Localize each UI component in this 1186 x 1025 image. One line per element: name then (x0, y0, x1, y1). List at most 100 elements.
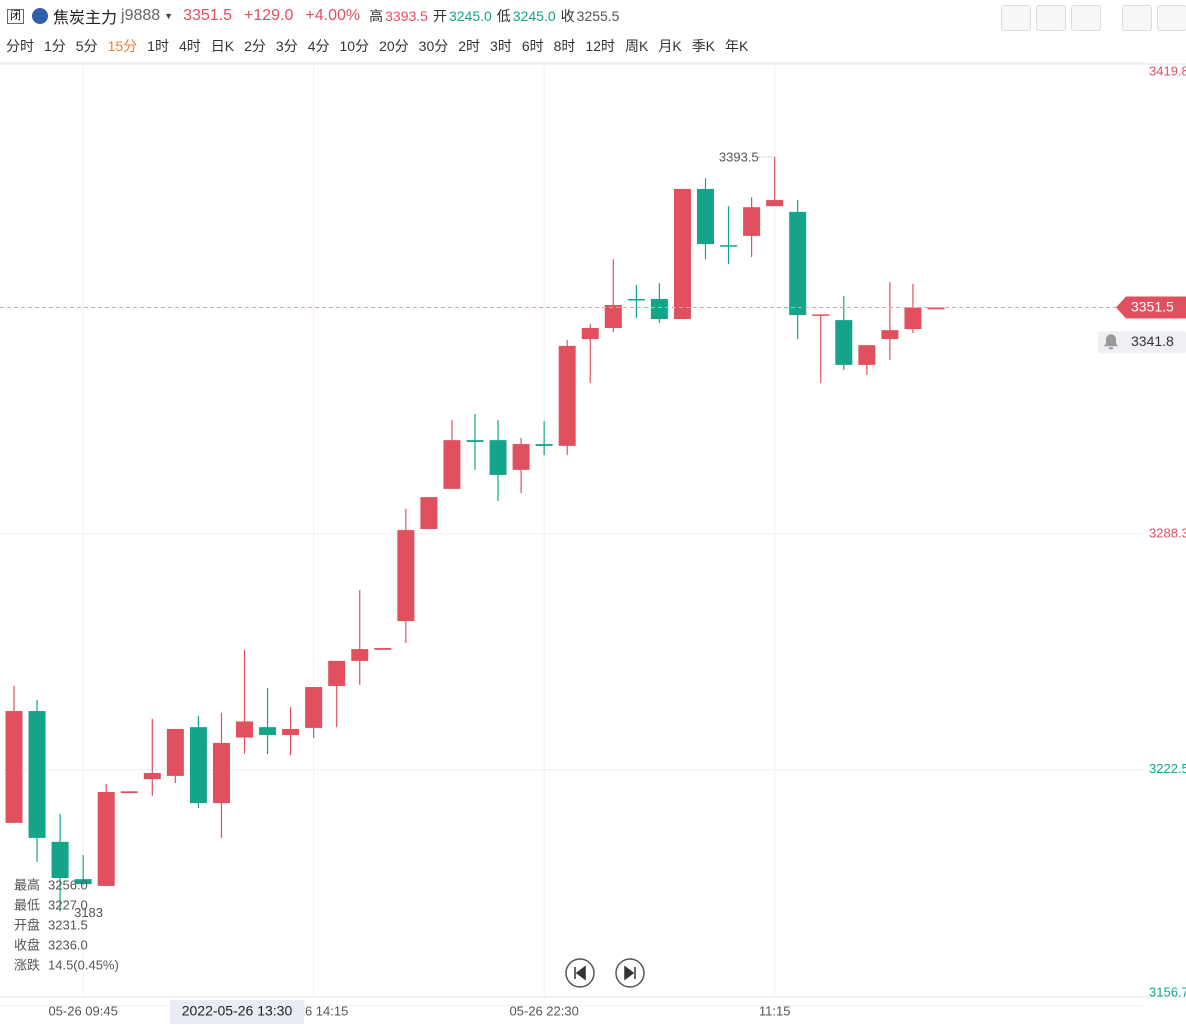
candle-body (305, 687, 323, 728)
info-value: 3256.0 (48, 877, 88, 892)
period-tab[interactable]: 12时 (585, 38, 615, 54)
candle-body (650, 298, 668, 320)
open-value: 3245.0 (448, 8, 492, 24)
candle-tool-button[interactable] (1071, 5, 1101, 31)
period-tab[interactable]: 日K (210, 38, 235, 54)
info-label: 最高 (14, 877, 40, 892)
candle-body (673, 188, 691, 320)
candle-body (466, 440, 484, 442)
logo (32, 8, 48, 24)
close-label: 收 (560, 8, 575, 24)
candle-body (189, 727, 207, 804)
y-tick-label: 3288.3 (1149, 525, 1186, 540)
candle-body (5, 711, 23, 823)
info-label: 开盘 (14, 917, 40, 932)
period-tab[interactable]: 6时 (521, 38, 544, 54)
header: 闭 焦炭主力 j9888 ▼ 3351.5 +129.0 +4.00% 高 33… (0, 0, 1186, 32)
period-tab[interactable]: 30分 (418, 38, 449, 54)
close-value: 3255.5 (576, 8, 620, 24)
low-value: 3245.0 (512, 8, 556, 24)
period-tab[interactable]: 3时 (490, 38, 512, 54)
period-tab[interactable]: 2分 (244, 38, 266, 54)
max-marker-label: 3393.5 (719, 149, 759, 164)
period-tabs: 分时 1分 5分 15分 1时 4时 日K 2分 3分 4分 10分 20分 30分 2时 3时 6时 8时 12… (0, 34, 752, 58)
candle-body (904, 307, 922, 330)
shrink-button[interactable] (1122, 5, 1152, 31)
candle-body (420, 497, 438, 530)
period-tab[interactable]: 月K (658, 38, 682, 54)
line-tool-button[interactable] (1001, 5, 1031, 31)
dropdown-caret[interactable]: ▼ (164, 11, 174, 21)
last-price-tag (1116, 296, 1186, 319)
last-price: 3351.5 (183, 7, 233, 24)
candle-body (535, 444, 553, 446)
period-tab[interactable]: 季K (691, 38, 716, 54)
symbol-code[interactable]: j9888 (121, 7, 161, 24)
candle-body (697, 188, 714, 245)
info-label: 最低 (14, 897, 40, 912)
y-tick-label: 3419.8 (1149, 63, 1186, 78)
candle-body (812, 314, 830, 316)
alert-price-label: 3341.8 (1131, 333, 1174, 349)
candle-body (28, 711, 46, 838)
candle-body (212, 742, 230, 804)
close-button[interactable] (1157, 5, 1186, 31)
period-tab[interactable]: 4时 (178, 38, 201, 54)
info-label: 收盘 (14, 937, 40, 952)
candle-body (627, 298, 645, 301)
close-icon[interactable]: 闭 (7, 8, 24, 24)
candle-body (835, 320, 853, 365)
info-value: 3236.0 (48, 937, 88, 952)
high-value: 3393.5 (385, 8, 428, 24)
candle-body (604, 305, 622, 328)
candle-body (766, 200, 784, 207)
y-tick-label: 3156.7 (1149, 984, 1186, 999)
candle-body (443, 440, 461, 489)
period-tab[interactable]: 5分 (75, 38, 98, 54)
period-tab[interactable]: 15分 (107, 38, 138, 54)
candle-body (282, 728, 300, 736)
period-tab[interactable]: 年K (725, 38, 749, 54)
period-tab[interactable]: 3分 (275, 38, 298, 54)
symbol-name[interactable]: 焦炭主力 (53, 10, 118, 27)
candle-body (927, 307, 945, 310)
low-label: 低 (496, 8, 511, 24)
candle-body (120, 791, 138, 794)
period-tab[interactable]: 4分 (307, 38, 330, 54)
candle-body (328, 660, 346, 686)
alert-tag[interactable] (1098, 331, 1186, 354)
candle-body (166, 728, 184, 776)
candle-body (789, 211, 807, 316)
candle-body (236, 721, 253, 738)
info-value: 3227.0 (48, 897, 88, 912)
candle-body (143, 773, 161, 780)
candle-body (743, 207, 761, 236)
y-tick-label: 3222.5 (1149, 761, 1186, 776)
candle-body (374, 647, 392, 650)
candle-body (512, 444, 530, 470)
high-label: 高 (369, 8, 384, 24)
candle-body (97, 792, 115, 886)
period-tab[interactable]: 周K (625, 38, 649, 54)
prev-icon (574, 965, 586, 981)
candle-body (581, 327, 599, 340)
period-tab[interactable]: 1分 (44, 38, 66, 54)
period-tab[interactable]: 1时 (147, 38, 169, 54)
price-change-pct: +4.00% (305, 7, 361, 24)
candle-body (881, 330, 899, 340)
period-tab[interactable]: 20分 (379, 38, 409, 54)
candle-body (397, 530, 415, 622)
period-tab[interactable]: 8时 (553, 38, 576, 54)
candle-body (74, 879, 92, 885)
period-tab[interactable]: 10分 (339, 38, 370, 54)
x-tick-label: 05-26 09:45 (48, 1003, 117, 1018)
info-value: 14.5(0.45%) (48, 957, 119, 972)
last-price-label: 3351.5 (1131, 298, 1174, 314)
draw-tool-button[interactable] (1036, 5, 1066, 31)
min-marker-label: 3183 (74, 905, 103, 920)
period-tab[interactable]: 2时 (458, 38, 481, 54)
bell-icon (1104, 334, 1118, 350)
period-tab[interactable]: 分时 (6, 38, 34, 54)
